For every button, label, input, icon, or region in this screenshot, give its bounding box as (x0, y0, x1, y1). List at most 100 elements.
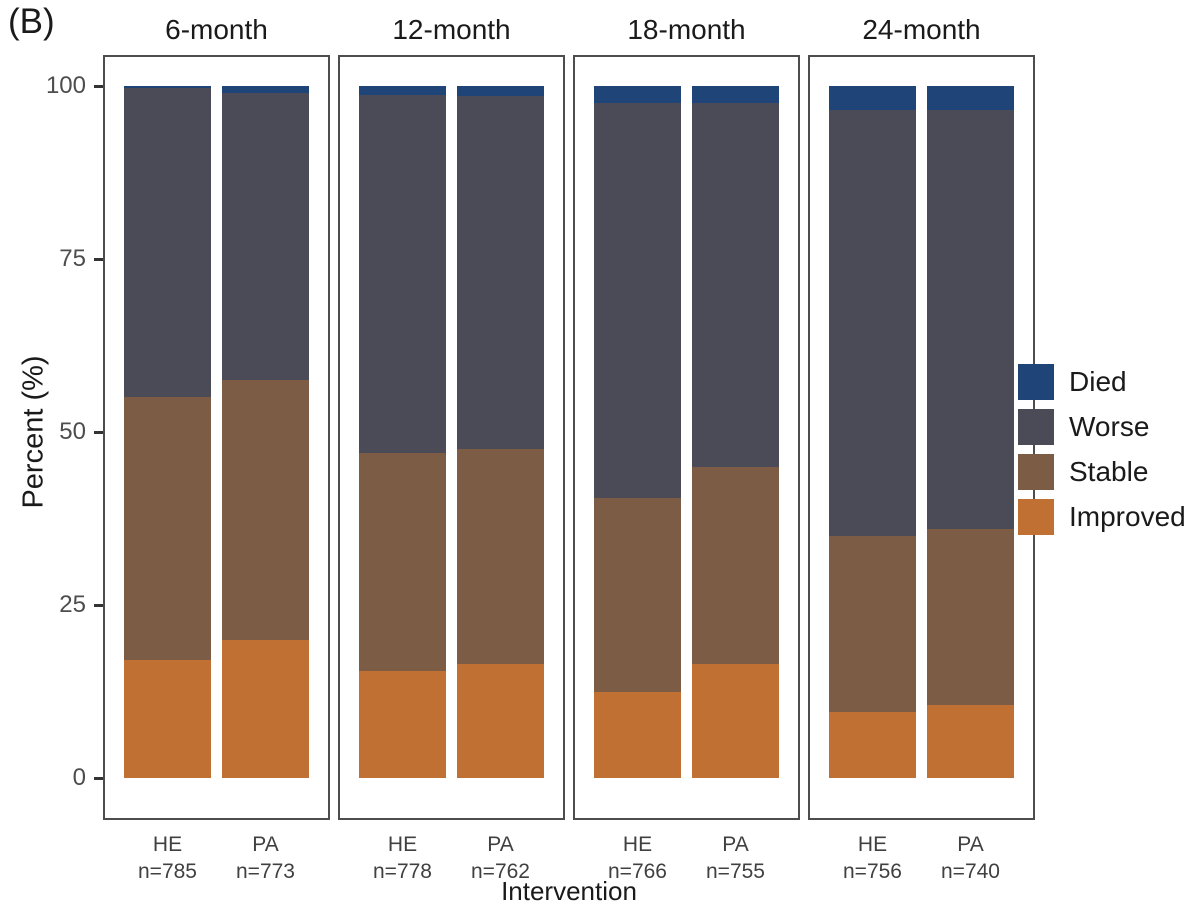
segment-stable (927, 528, 1014, 706)
legend-swatch-improved (1018, 499, 1054, 535)
segment-worse (594, 103, 681, 498)
legend-swatch-worse (1018, 409, 1054, 445)
segment-stable (124, 397, 211, 661)
segment-improved (124, 660, 211, 778)
y-tick-mark (94, 777, 103, 780)
segment-improved (359, 670, 446, 778)
plot-area (810, 86, 1033, 778)
group-n: n=740 (941, 860, 1000, 884)
segment-died (594, 86, 681, 104)
legend-item: Stable (1018, 454, 1186, 490)
y-tick-label: 75 (59, 245, 86, 272)
segment-stable (457, 449, 544, 664)
stacked-bar-he (124, 86, 211, 778)
group-name: PA (252, 833, 279, 856)
bar-group-label: HE n=785 (124, 831, 211, 886)
group-name: PA (722, 833, 749, 856)
segment-improved (829, 712, 916, 778)
group-name: HE (857, 833, 888, 856)
legend-swatch-stable (1018, 454, 1054, 490)
panel-tick-labels: HE n=778 PA n=762 (338, 831, 565, 886)
plot-area (105, 86, 328, 778)
bar-group-label: HE n=756 (829, 831, 916, 886)
segment-died (829, 86, 916, 111)
segment-worse (222, 92, 309, 381)
segment-died (124, 86, 211, 89)
y-tick-label: 25 (59, 591, 86, 618)
stacked-bar-he (594, 86, 681, 778)
bar-group-label: PA n=762 (457, 831, 544, 886)
group-n: n=766 (608, 860, 667, 884)
group-n: n=762 (471, 860, 530, 884)
segment-stable (359, 452, 446, 671)
panel-title: 6-month (165, 14, 268, 45)
panel-tick-labels: HE n=756 PA n=740 (808, 831, 1035, 886)
y-tick-mark (94, 431, 103, 434)
legend-item: Worse (1018, 409, 1186, 445)
segment-worse (124, 88, 211, 398)
segment-died (222, 86, 309, 93)
panel-tick-labels: HE n=766 PA n=755 (573, 831, 800, 886)
stacked-bar-he (359, 86, 446, 778)
y-tick-label: 100 (45, 72, 86, 99)
segment-worse (457, 96, 544, 450)
panels-row (103, 55, 1035, 820)
group-n: n=785 (138, 860, 197, 884)
bar-group-label: PA n=755 (692, 831, 779, 886)
segment-stable (594, 497, 681, 692)
legend-item: Died (1018, 364, 1186, 400)
segment-improved (927, 705, 1014, 778)
bar-group-label: PA n=740 (927, 831, 1014, 886)
segment-died (359, 86, 446, 96)
y-tick-label: 50 (59, 418, 86, 445)
panel-titles-row: 6-month 12-month 18-month 24-month (103, 14, 1035, 46)
y-tick-label: 0 (72, 764, 86, 791)
group-n: n=773 (236, 860, 295, 884)
stacked-bar-pa (457, 86, 544, 778)
segment-stable (829, 535, 916, 713)
legend-label: Improved (1069, 501, 1186, 532)
legend-label: Stable (1069, 456, 1149, 487)
group-n: n=778 (373, 860, 432, 884)
legend-item: Improved (1018, 499, 1186, 535)
segment-improved (594, 691, 681, 778)
chart-panel (338, 55, 565, 820)
x-axis-title: Intervention (501, 876, 637, 906)
segment-stable (222, 380, 309, 640)
segment-worse (927, 110, 1014, 529)
legend-label: Worse (1069, 411, 1150, 442)
plot-area (340, 86, 563, 778)
stacked-bar-pa (222, 86, 309, 778)
panel-title: 24-month (862, 14, 981, 45)
legend: Died Worse Stable Improved (1018, 364, 1186, 535)
group-name: HE (622, 833, 653, 856)
bar-group-label: HE n=778 (359, 831, 446, 886)
y-tick-mark (94, 604, 103, 607)
stacked-bar-pa (692, 86, 779, 778)
group-n: n=755 (706, 860, 765, 884)
panel-title: 12-month (392, 14, 511, 45)
segment-died (692, 86, 779, 104)
segment-died (927, 86, 1014, 111)
segment-worse (829, 110, 916, 536)
segment-improved (222, 639, 309, 778)
bar-group-label: HE n=766 (594, 831, 681, 886)
stacked-bar-he (829, 86, 916, 778)
segment-improved (692, 663, 779, 778)
chart-panel (808, 55, 1035, 820)
panel-title: 18-month (627, 14, 746, 45)
bar-group-label: PA n=773 (222, 831, 309, 886)
y-tick-mark (94, 85, 103, 88)
panel-tick-labels: HE n=785 PA n=773 (103, 831, 330, 886)
plot-area (575, 86, 798, 778)
segment-worse (692, 103, 779, 467)
chart-panel (103, 55, 330, 820)
y-tick-mark (94, 258, 103, 261)
segment-stable (692, 466, 779, 664)
x-axis-labels-row: HE n=785 PA n=773 HE n=778 PA n=762 HE n=766 PA n=7… (103, 831, 1035, 886)
segment-died (457, 86, 544, 97)
segment-improved (457, 663, 544, 778)
stacked-bar-pa (927, 86, 1014, 778)
group-name: HE (152, 833, 183, 856)
